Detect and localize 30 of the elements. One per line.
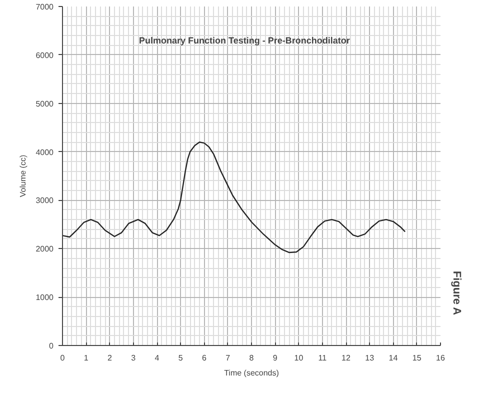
x-tick-label: 13 <box>365 354 375 362</box>
x-tick-label: 12 <box>342 354 351 362</box>
y-tick-label: 1000 <box>36 293 54 302</box>
x-tick-label: 1 <box>84 354 89 362</box>
y-axis-title: Volume (cc) <box>18 154 28 198</box>
y-tick-label: 7000 <box>36 2 54 12</box>
x-tick-label: 15 <box>412 354 422 362</box>
x-tick-label: 9 <box>272 354 278 362</box>
text: Pulmonary Function Testing - Pre-Bronchodilator <box>138 35 350 46</box>
y-tick-label: 2000 <box>36 244 54 254</box>
x-tick-label: 5 <box>178 354 184 362</box>
x-tick-label: 6 <box>202 354 208 362</box>
text: Figure A <box>450 270 462 316</box>
x-tick-label: 14 <box>388 354 398 362</box>
y-tick-label: 3000 <box>36 196 54 206</box>
line-series <box>62 142 406 254</box>
x-tick-label: 4 <box>154 354 160 362</box>
x-tick-label: 0 <box>60 354 66 362</box>
x-tick-label: 2 <box>108 354 113 362</box>
x-tick-label: 8 <box>249 354 254 362</box>
x-tick-label: 7 <box>226 354 231 362</box>
y-tick-label: 6000 <box>36 50 54 60</box>
x-axis-title: Time (seconds) <box>224 368 280 378</box>
y-tick-label: 5000 <box>36 99 54 108</box>
x-tick-label: 10 <box>294 354 304 362</box>
y-tick-label: 0 <box>49 342 54 350</box>
y-tick-label: 4000 <box>36 148 54 157</box>
x-tick-label: 3 <box>131 354 136 362</box>
x-tick-label: 11 <box>318 354 328 362</box>
x-tick-label: 16 <box>436 354 446 362</box>
